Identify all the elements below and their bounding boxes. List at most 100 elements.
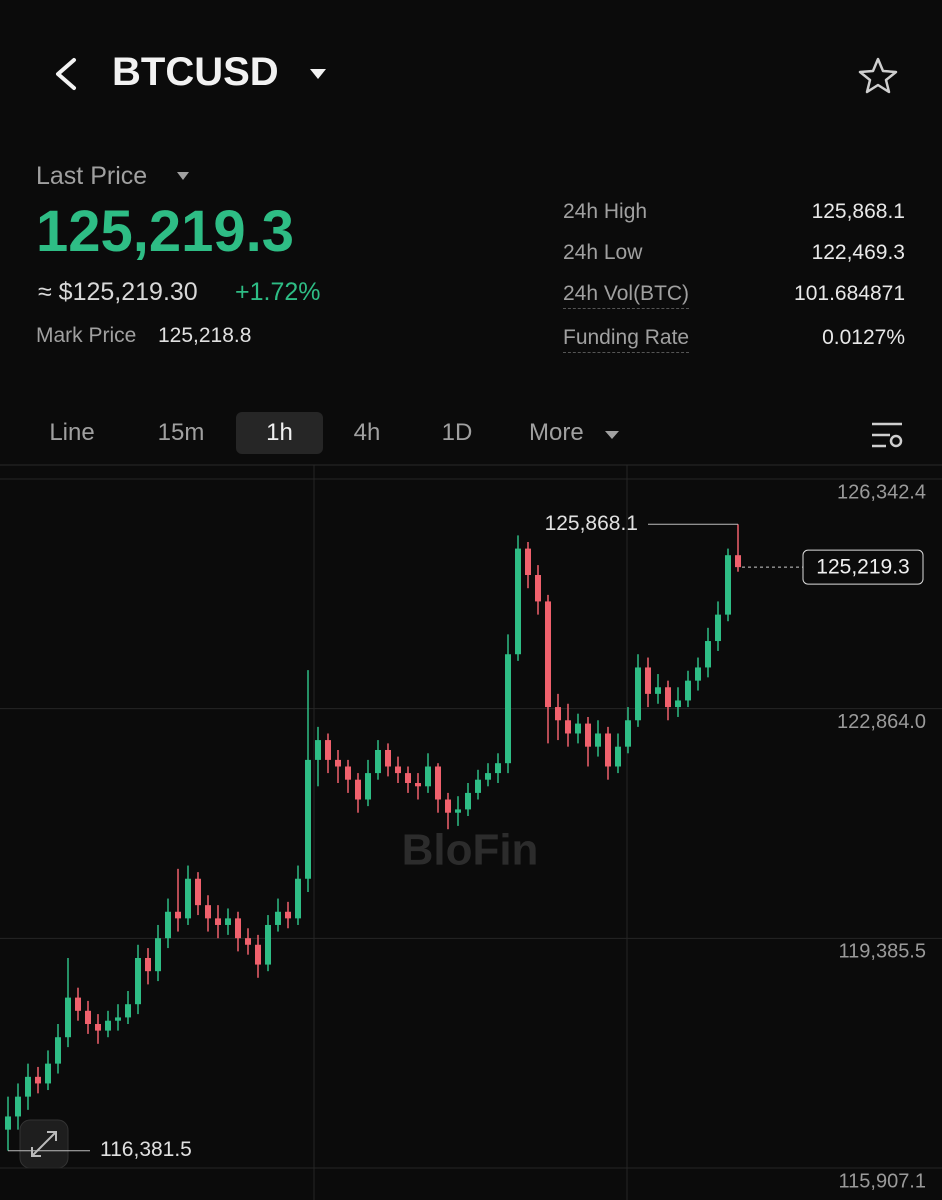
candle-body <box>585 723 591 747</box>
candle-body <box>155 938 161 972</box>
candle-body <box>5 1116 11 1130</box>
candle-body <box>165 911 171 939</box>
current-price-box <box>802 549 924 585</box>
candle-body <box>455 809 461 813</box>
candle-body <box>525 548 531 576</box>
candle-body <box>105 1020 111 1031</box>
candle-body <box>355 779 361 800</box>
candle-body <box>225 918 231 925</box>
candle-body <box>375 749 381 774</box>
candle-body <box>385 749 391 767</box>
stat-value: 122,469.3 <box>811 241 905 264</box>
back-button[interactable] <box>56 58 76 90</box>
candle-body <box>565 720 571 734</box>
candle-body <box>315 740 321 760</box>
timeframe-tab[interactable]: 15m <box>157 419 205 446</box>
candle-body <box>645 667 651 694</box>
candle-body <box>325 740 331 760</box>
candle-body <box>35 1076 41 1084</box>
candle-body <box>465 792 471 810</box>
expand-button[interactable] <box>19 1119 69 1169</box>
candle-body <box>25 1076 31 1097</box>
candle-body <box>495 763 501 774</box>
candle-body <box>505 654 511 764</box>
candle-body <box>245 938 251 945</box>
chart-settings-icon[interactable] <box>872 422 903 448</box>
candle-body <box>275 911 281 925</box>
high-label: 125,868.1 <box>545 512 638 535</box>
y-tick-label: 122,864.0 <box>837 711 926 733</box>
candle-body <box>75 997 81 1011</box>
timeframe-tab[interactable]: Line <box>49 419 95 446</box>
timeframe-tab[interactable]: 4h <box>353 419 381 446</box>
timeframe-tabs: Line 15m 1h 4h 1D More <box>0 412 942 456</box>
candle-body <box>575 723 581 734</box>
candle-body <box>195 878 201 906</box>
candle-body <box>595 733 601 747</box>
candle-body <box>695 667 701 681</box>
candle-body <box>435 766 441 800</box>
y-tick-label: 126,342.4 <box>837 481 926 503</box>
stat-label: 24h Low <box>563 241 643 264</box>
candle-body <box>115 1017 121 1021</box>
mark-price: 125,218.8 <box>158 324 252 347</box>
candle-body <box>295 878 301 919</box>
candle-body <box>675 700 681 708</box>
price-type-label[interactable]: Last Price <box>36 162 148 190</box>
candle-body <box>555 707 561 721</box>
candle-body <box>655 687 661 694</box>
timeframe-tab[interactable]: 1h <box>236 412 323 454</box>
candle-body <box>255 944 261 965</box>
candle-body <box>175 911 181 919</box>
timeframe-tab[interactable]: More <box>529 419 584 446</box>
candle-body <box>15 1096 21 1117</box>
candle-body <box>425 766 431 787</box>
usd-price: ≈ $125,219.30 <box>38 278 198 306</box>
candle-body <box>615 746 621 767</box>
candle-body <box>725 555 731 615</box>
candle-body <box>485 773 491 780</box>
stat-label: 24h Vol(BTC) <box>563 282 690 309</box>
candle-body <box>665 687 671 708</box>
candle-body <box>415 783 421 787</box>
price-change: +1.72% <box>235 278 321 306</box>
candle-body <box>45 1063 51 1084</box>
timeframe-tab[interactable]: 1D <box>441 419 473 446</box>
candle-body <box>515 548 521 655</box>
candle-body <box>285 911 291 919</box>
candle-body <box>125 1004 131 1018</box>
candle-body <box>395 766 401 774</box>
candle-body <box>365 773 371 800</box>
candle-body <box>335 759 341 767</box>
symbol-dropdown[interactable] <box>310 69 326 79</box>
mark-price-label: Mark Price <box>36 324 137 347</box>
candle-body <box>85 1010 91 1025</box>
candle-body <box>545 601 551 708</box>
candle-body <box>205 905 211 919</box>
more-dropdown[interactable] <box>605 431 619 439</box>
candle-body <box>345 766 351 780</box>
price-type-dropdown[interactable] <box>177 172 189 180</box>
candle-body <box>305 759 311 879</box>
watermark: BloFin <box>402 826 539 875</box>
favorite-star[interactable] <box>858 57 898 94</box>
candle-body <box>55 1037 61 1064</box>
candle-body <box>185 878 191 919</box>
y-tick-label: 115,907.1 <box>839 1170 927 1192</box>
candle-body <box>605 733 611 767</box>
stat-value: 101.684871 <box>794 282 905 305</box>
candle-body <box>705 641 711 668</box>
candle-body <box>215 918 221 925</box>
low-label: 116,381.5 <box>100 1138 192 1161</box>
last-price: 125,219.3 <box>36 199 295 264</box>
stat-value: 0.0127% <box>822 326 905 349</box>
stat-label: Funding Rate <box>563 326 690 353</box>
current-price-label: 125,219.3 <box>816 556 909 579</box>
candle-body <box>265 924 271 965</box>
candle-body <box>95 1024 101 1031</box>
candle-body <box>535 575 541 602</box>
symbol[interactable]: BTCUSD <box>112 50 279 94</box>
candle-body <box>145 957 151 972</box>
